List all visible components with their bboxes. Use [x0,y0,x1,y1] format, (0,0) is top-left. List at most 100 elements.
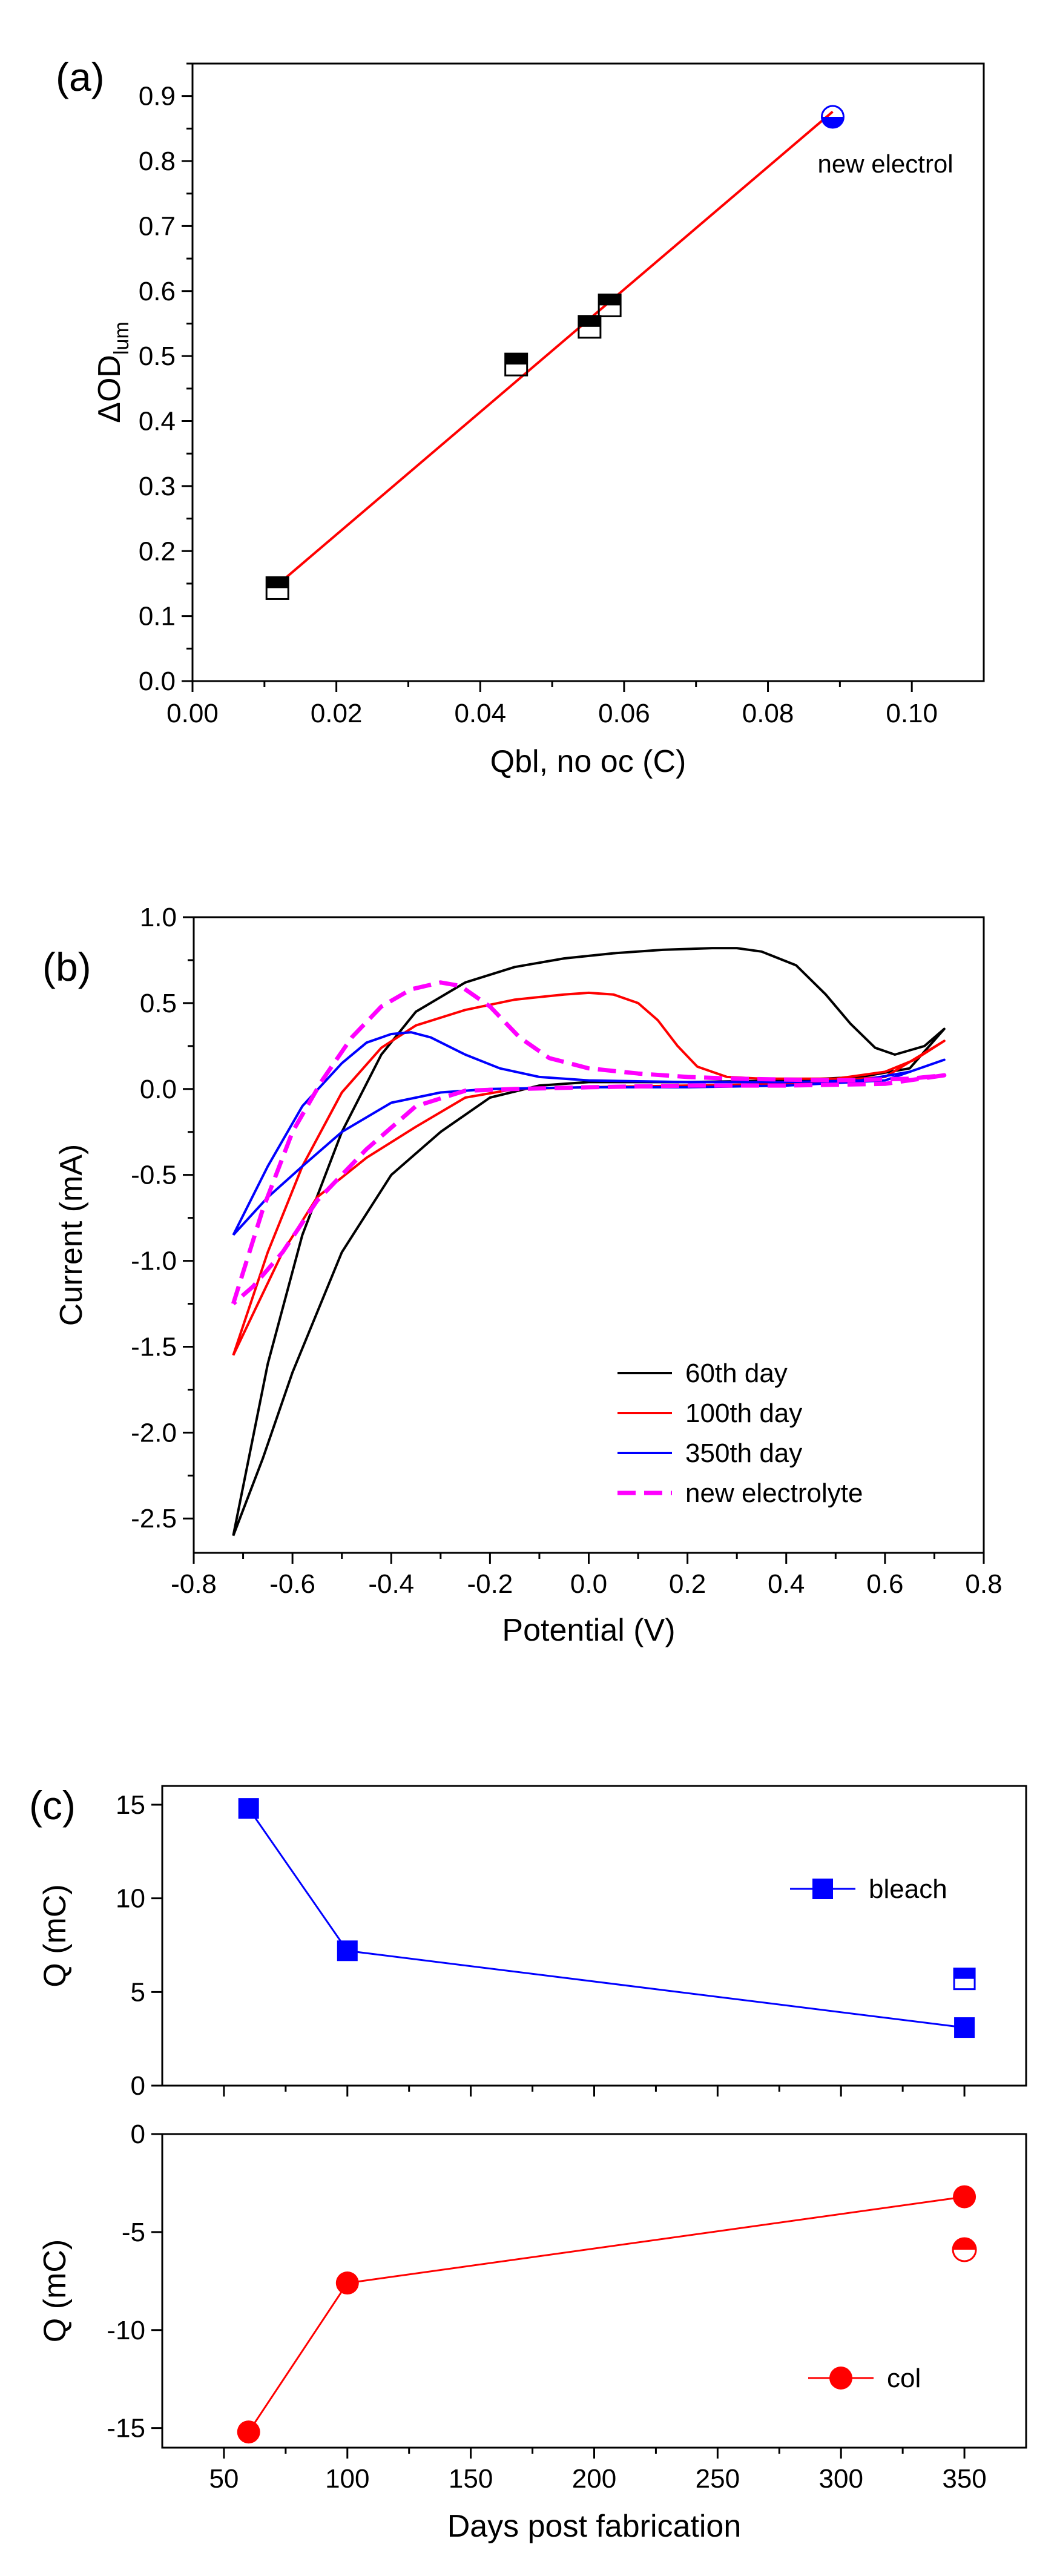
cv-curve-new-electrolyte [231,980,947,1306]
x-tick-label: 0.4 [768,1569,805,1599]
marker-fill-top [266,577,289,588]
y-axis-label: Q (mC) [38,1884,73,1987]
y-tick-label: -2.5 [131,1504,177,1533]
marker-fill-top [578,315,601,327]
marker-outline [504,352,528,377]
y-tick-label: -1.0 [131,1247,177,1276]
panel-label: (a) [56,54,105,99]
plot-frame [161,2133,1027,2449]
y-tick-label: 0.0 [139,667,176,696]
legend-swatch-marker [812,1879,833,1899]
x-tick-label: 0.0 [570,1569,607,1599]
plot-frame [191,62,985,682]
y-axis-label-main: ΔOD [92,355,127,423]
data-point-circle [335,2271,359,2295]
y-tick-label: 0.7 [139,211,176,241]
subplot-col: 50 100 150 200 250 300 350 0 -5 -10 -15 col Q (mC) [38,2120,1027,2494]
x-tick-label: 0.04 [454,699,506,728]
y-tick-label: 10 [116,1884,145,1914]
y-tick-label: 0.5 [140,989,177,1018]
plot-frame [161,1785,1027,2087]
panel-label: (c) [29,1783,76,1828]
x-tick-label: 50 [209,2464,239,2494]
legend-label: new electrolyte [685,1478,863,1508]
y-axis-label: Current (mA) [54,1144,89,1326]
x-tick-label: -0.2 [467,1569,513,1599]
y-tick-label: -10 [107,2316,145,2345]
data-point-square [238,1798,259,1819]
marker-outline [820,105,845,129]
x-tick-label: 0.10 [886,699,938,728]
data-point-square [504,352,528,377]
x-tick-label: 250 [696,2464,740,2494]
y-tick-label: 0.8 [139,147,176,176]
y-tick-label: -2.0 [131,1418,177,1448]
marker-outline [952,2237,977,2262]
y-tick-label: 0 [131,2120,145,2149]
x-tick-label: 100 [325,2464,369,2494]
data-point-square [337,1940,358,1962]
x-tick-label: 0.08 [742,699,794,728]
y-tick-label: -15 [107,2414,145,2443]
series-line [248,1808,965,2029]
y-tick-label: 0.4 [139,407,176,436]
fit-line [276,110,834,586]
cv-curve-60th-day [232,947,946,1537]
marker-outline [953,1968,976,1991]
marker-fill-top [954,1968,975,1979]
x-tick-label: 0.02 [311,699,363,728]
x-axis-label: Potential (V) [502,1613,675,1648]
x-tick-label: 0.00 [166,699,219,728]
cv-curve-100th-day [232,991,946,1356]
data-point-square [578,315,602,339]
legend-label: 350th day [685,1438,802,1468]
panel-c: 0 5 10 15 bleach Q (mC) 50 100 150 200 250 300 350 0 -… [29,1783,1027,2544]
marker-fill-top [505,354,527,365]
panel-a: 0.00 0.02 0.04 0.06 0.08 0.10 0.0 0.1 0.2 0.3 0.4 0… [56,54,985,779]
y-tick-label: 0.3 [139,472,176,501]
y-axis-label: ΔODlum [92,321,133,423]
y-tick-label: 1.0 [140,903,177,932]
marker-outline [265,576,289,600]
y-tick-label: 0.5 [139,341,176,371]
plot-frame [193,916,985,1554]
x-tick-label: 0.6 [866,1569,903,1599]
y-axis-label-sub: lum [110,321,133,355]
data-point-square [598,293,622,317]
y-tick-label: 0.6 [139,277,176,306]
data-point-half-circle [952,2237,977,2262]
data-point-circle [237,2420,260,2444]
marker-fill-half [822,117,844,128]
y-tick-label: -0.5 [131,1161,177,1190]
x-tick-label: 0.2 [669,1569,706,1599]
subplot-bleach: 0 5 10 15 bleach Q (mC) [38,1785,1027,2101]
data-point-circle [820,105,845,129]
y-tick-label: -1.5 [131,1332,177,1362]
data-point-circle [953,2185,976,2209]
x-tick-label: 0.8 [965,1569,1002,1599]
y-axis-label: Q (mC) [38,2239,73,2342]
legend-label: 100th day [685,1398,802,1428]
annotation-new-electrolyte: new electrol [818,150,953,178]
legend-label: col [887,2364,921,2393]
legend-swatch-marker [829,2367,852,2390]
legend-label: 60th day [685,1359,788,1388]
y-tick-label: 0.2 [139,536,176,566]
y-tick-label: 0.0 [140,1075,177,1104]
x-axis-label: Days post fabrication [447,2509,742,2544]
x-tick-label: -0.6 [269,1569,315,1599]
marker-outline [598,293,622,317]
y-tick-label: 0 [131,2071,145,2101]
data-point-square [265,576,289,600]
marker-fill-top [599,294,621,306]
y-tick-label: 5 [131,1977,145,2007]
x-tick-label: -0.8 [171,1569,217,1599]
cv-curve-350th-day [232,1031,946,1236]
x-tick-label: 200 [572,2464,616,2494]
data-point-square [954,2017,975,2038]
data-point-half-square [953,1968,976,1991]
y-tick-label: 15 [116,1790,145,1820]
panel-label: (b) [42,944,91,989]
x-tick-label: 150 [449,2464,493,2494]
